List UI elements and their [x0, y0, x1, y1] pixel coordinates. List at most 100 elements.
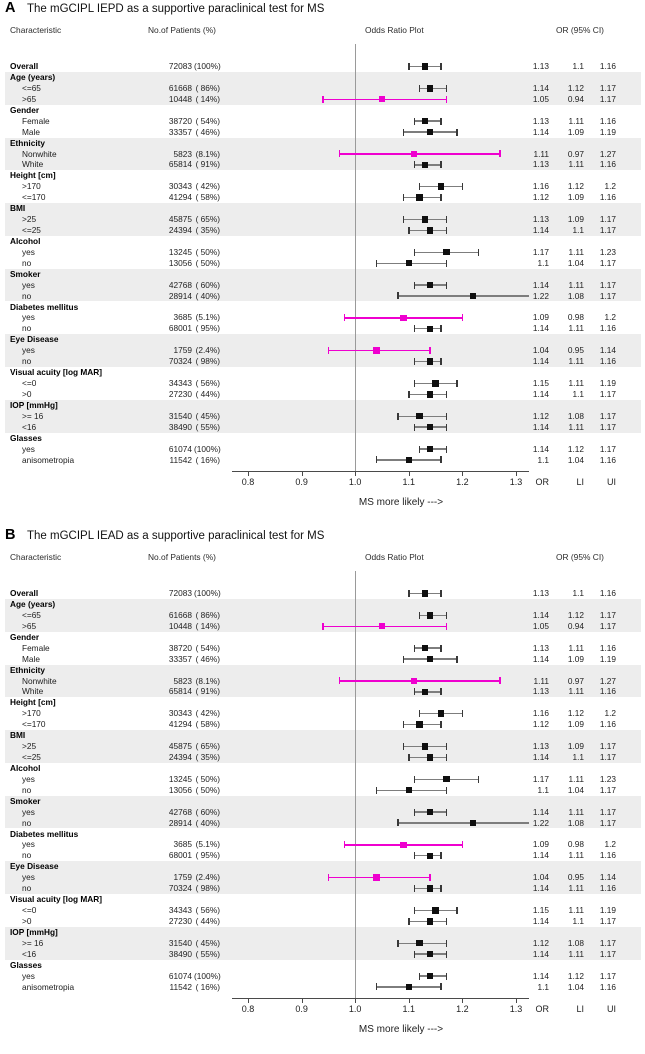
- li-value: 1.1: [572, 389, 584, 399]
- or-marker: [421, 216, 429, 223]
- footer-column-label: LI: [576, 477, 584, 487]
- x-axis-label: MS more likely --->: [358, 1024, 444, 1035]
- ui-value: 1.16: [599, 61, 616, 72]
- or-marker: [469, 819, 477, 827]
- or-marker: [416, 940, 423, 947]
- ci-cap-left: [408, 62, 410, 70]
- ui-value: 1.16: [599, 642, 616, 653]
- patients-count: 70324: [168, 883, 192, 894]
- li-value: 1.1: [572, 916, 584, 926]
- patients-count: 38490: [168, 421, 192, 432]
- row-label: <=170: [22, 192, 46, 203]
- li-value: 1.1: [572, 61, 584, 72]
- li-value: 0.94: [567, 93, 584, 104]
- or-value: 1.12: [532, 937, 549, 948]
- li-value: 1.1: [572, 752, 584, 763]
- or-value: 1.1: [537, 981, 549, 992]
- axis-tick: [516, 998, 517, 1003]
- ci-cap-left: [413, 808, 415, 816]
- row-label: <=25: [22, 752, 41, 763]
- ci-cap-right: [440, 358, 442, 366]
- column-header-or-ci: OR (95% CI): [556, 552, 604, 562]
- or-value: 1.04: [532, 872, 549, 883]
- li-value: 1.11: [568, 642, 584, 653]
- or-value: 1.1: [537, 257, 549, 268]
- axis-tick: [516, 471, 517, 476]
- or-value: 1.14: [532, 948, 549, 959]
- patients-count: 42768: [168, 806, 192, 817]
- axis-tick-label: 0.8: [241, 1004, 255, 1014]
- li-value: 0.95: [567, 872, 584, 883]
- row-label: no: [22, 290, 32, 301]
- reference-line: [354, 44, 356, 471]
- ci-cap-left: [413, 358, 415, 366]
- ci-cap-right: [445, 259, 447, 267]
- ci-cap-right: [445, 786, 447, 794]
- ci-cap-right: [445, 753, 447, 761]
- ui-value: 1.14: [599, 872, 616, 883]
- panel-title: The mGCIPL IEPD as a supportive paraclin…: [27, 3, 325, 15]
- or-marker: [405, 787, 412, 794]
- patients-count: 31540: [168, 410, 192, 421]
- ci-cap-right: [440, 117, 442, 125]
- ci-cap-right: [445, 226, 447, 234]
- patients-count: 45875: [168, 214, 192, 225]
- or-marker: [373, 347, 380, 354]
- ci-cap-left: [397, 939, 399, 947]
- ci-cap-left: [408, 917, 410, 925]
- or-marker: [421, 63, 429, 70]
- or-marker: [427, 950, 434, 958]
- group-label: Height [cm]: [10, 170, 56, 181]
- patients-percent: (5.1%): [195, 839, 220, 850]
- ci-cap-right: [445, 445, 447, 453]
- ui-value: 1.16: [599, 356, 616, 367]
- ci-cap-left: [327, 874, 330, 882]
- group-label: Alcohol: [10, 762, 41, 773]
- axis-tick: [248, 471, 249, 476]
- axis-tick: [408, 471, 410, 476]
- or-marker: [427, 325, 434, 332]
- or-marker: [427, 128, 434, 136]
- or-value: 1.14: [532, 653, 549, 664]
- group-label: BMI: [10, 203, 26, 214]
- ui-value: 1.17: [599, 609, 616, 620]
- axis-tick: [462, 998, 464, 1003]
- patients-count: 45875: [168, 741, 192, 752]
- ci-cap-right: [440, 983, 442, 991]
- or-value: 1.05: [532, 93, 549, 104]
- ui-value: 1.16: [599, 115, 616, 126]
- ci-cap-left: [413, 688, 415, 696]
- patients-percent: ( 95%): [195, 323, 220, 334]
- row-label: yes: [22, 773, 35, 784]
- ui-value: 1.17: [599, 93, 616, 104]
- or-value: 1.14: [532, 752, 549, 763]
- ci-cap-left: [397, 412, 399, 420]
- or-marker: [373, 874, 380, 881]
- li-value: 1.09: [567, 741, 584, 752]
- patients-percent: (100%): [194, 970, 221, 981]
- patients-percent: ( 35%): [195, 752, 220, 763]
- ci-cap-right: [445, 281, 447, 289]
- panel-b: B The mGCIPL IEAD as a supportive paracl…: [0, 527, 645, 1054]
- patients-percent: ( 40%): [195, 817, 220, 828]
- or-marker: [469, 292, 477, 300]
- ui-value: 1.17: [599, 806, 616, 817]
- row-label: Overall: [10, 61, 39, 72]
- ui-value: 1.17: [599, 916, 616, 926]
- patients-percent: ( 50%): [195, 246, 220, 257]
- patients-percent: ( 50%): [195, 773, 220, 784]
- li-value: 1.08: [567, 817, 584, 828]
- patients-count: 33357: [168, 126, 192, 137]
- patients-count: 72083: [168, 61, 192, 72]
- row-label: <=65: [22, 609, 41, 620]
- patients-count: 13245: [168, 246, 192, 257]
- ui-value: 1.17: [599, 214, 616, 225]
- group-label: Visual acuity [log MAR]: [10, 367, 103, 378]
- patients-percent: (5.1%): [195, 312, 220, 323]
- patients-percent: ( 60%): [195, 279, 220, 290]
- ci-cap-right: [445, 84, 447, 92]
- patients-count: 31540: [168, 937, 192, 948]
- group-label: IOP [mmHg]: [10, 399, 58, 410]
- or-marker: [427, 655, 434, 663]
